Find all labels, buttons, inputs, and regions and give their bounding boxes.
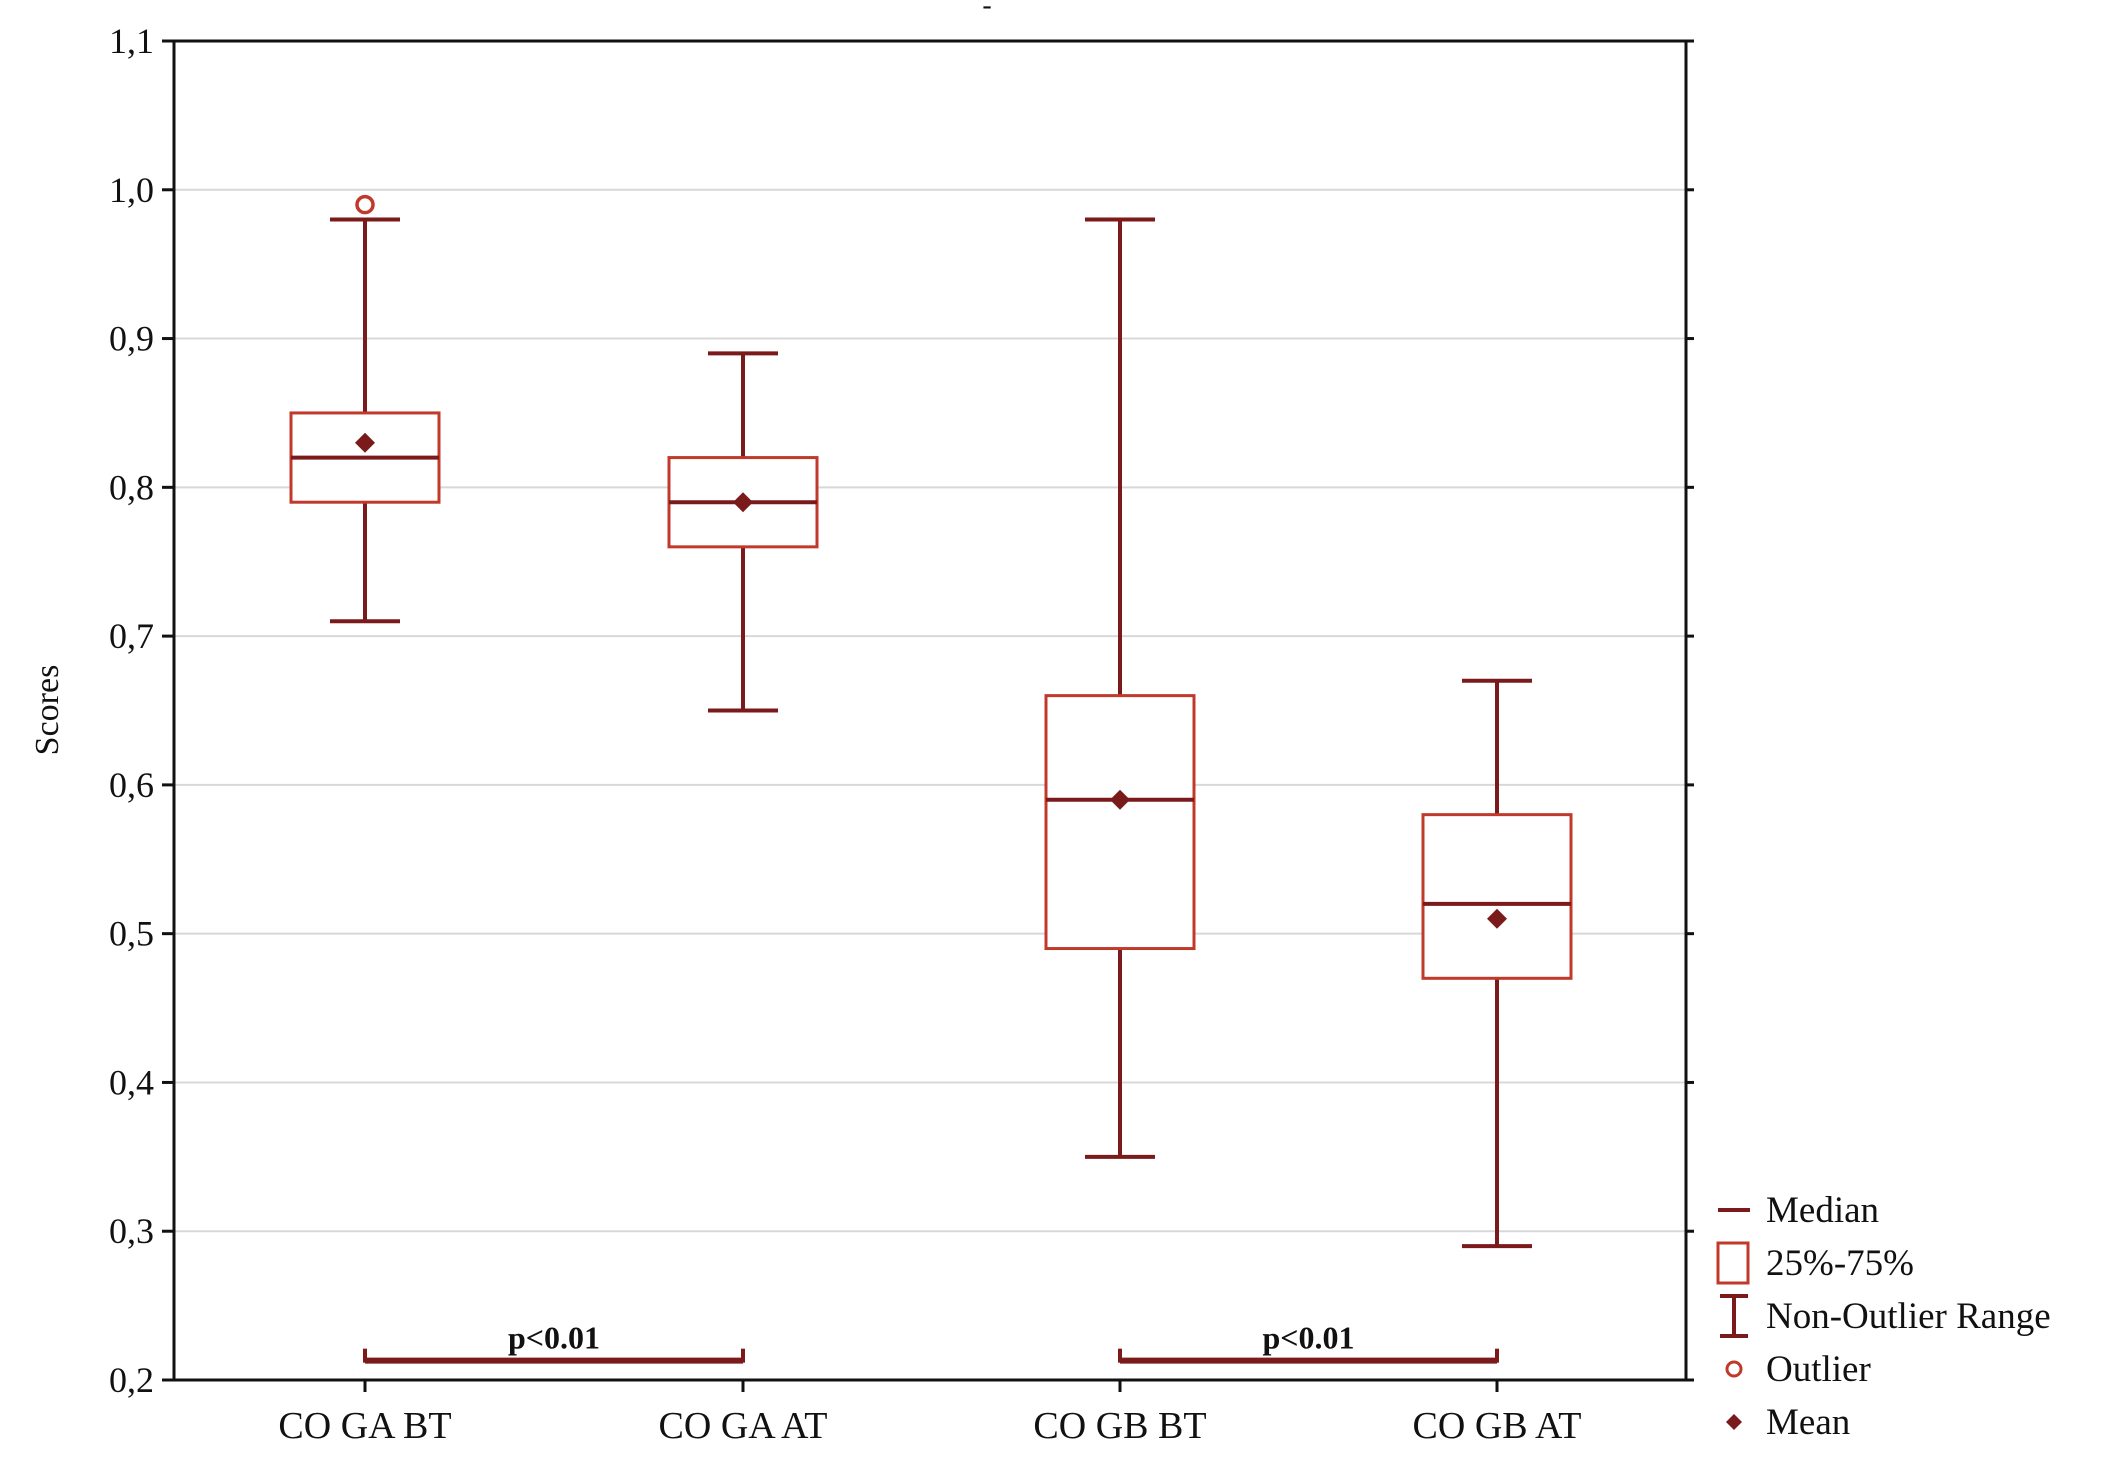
box-plot-co-gb-at [1421, 678, 1573, 1249]
y-tick-label: 0,7 [109, 616, 154, 656]
y-tick-label: 0,9 [109, 319, 154, 359]
y-tick-label: 0,3 [109, 1211, 154, 1251]
significance-bracket: p<0.01 [1118, 1320, 1499, 1364]
y-tick-label: 0,4 [109, 1062, 154, 1102]
x-tick-label: CO GB BT [1033, 1405, 1206, 1447]
y-tick-label: 1,0 [109, 170, 154, 210]
legend-item-outlier: Outlier [1725, 1349, 1871, 1390]
mean-marker [1110, 789, 1130, 810]
x-axis: CO GA BT CO GA AT CO GB BT CO GB AT [278, 1380, 1581, 1447]
significance-annotations: p<0.01 p<0.01 [363, 1320, 1499, 1364]
legend-label: Median [1766, 1190, 1879, 1231]
box-series [289, 194, 1573, 1249]
y-axis: 0,2 0,3 0,4 0,5 0,6 0,7 0,8 0,9 1,0 1,1 [109, 21, 1694, 1400]
legend-item-box: 25%-75% [1716, 1241, 1914, 1285]
x-tick-label: CO GA BT [278, 1405, 451, 1447]
plot-area-frame [172, 39, 1688, 1382]
iqr-box [1421, 813, 1573, 980]
x-tick-label: CO GA AT [659, 1405, 828, 1447]
y-tick-label: 1,1 [109, 21, 154, 61]
outlier-point [355, 194, 375, 215]
mean-marker [1487, 908, 1507, 929]
gridlines [174, 188, 1686, 1233]
y-tick-label: 0,2 [109, 1360, 154, 1400]
mean-marker [355, 432, 375, 453]
legend: Median 25%-75% Non-Outlier Range Outlier Mea… [1716, 1190, 2051, 1443]
y-tick-label: 0,6 [109, 765, 154, 805]
y-tick-label: 0,8 [109, 467, 154, 507]
significance-bracket: p<0.01 [363, 1320, 745, 1364]
box-plot-co-ga-at [667, 351, 819, 713]
legend-label: 25%-75% [1766, 1243, 1914, 1284]
legend-item-whisker: Non-Outlier Range [1720, 1294, 2051, 1338]
legend-item-median: Median [1718, 1190, 1879, 1231]
legend-mean-swatch [1726, 1414, 1742, 1430]
x-tick-label: CO GB AT [1413, 1405, 1582, 1447]
significance-label: p<0.01 [1262, 1320, 1354, 1356]
chart-title: - [982, 0, 991, 21]
legend-outlier-swatch [1725, 1360, 1743, 1378]
y-axis-label: Scores [29, 665, 66, 756]
legend-box-swatch [1716, 1241, 1750, 1285]
box-plot-co-gb-bt [1044, 217, 1196, 1159]
iqr-box [1044, 694, 1196, 951]
legend-label: Outlier [1766, 1349, 1871, 1390]
legend-label: Non-Outlier Range [1766, 1296, 2051, 1337]
box-plot-co-ga-bt [289, 194, 441, 624]
mean-marker [733, 492, 753, 513]
significance-label: p<0.01 [508, 1320, 600, 1356]
legend-item-mean: Mean [1726, 1402, 1850, 1443]
y-tick-label: 0,5 [109, 914, 154, 954]
legend-label: Mean [1766, 1402, 1850, 1443]
